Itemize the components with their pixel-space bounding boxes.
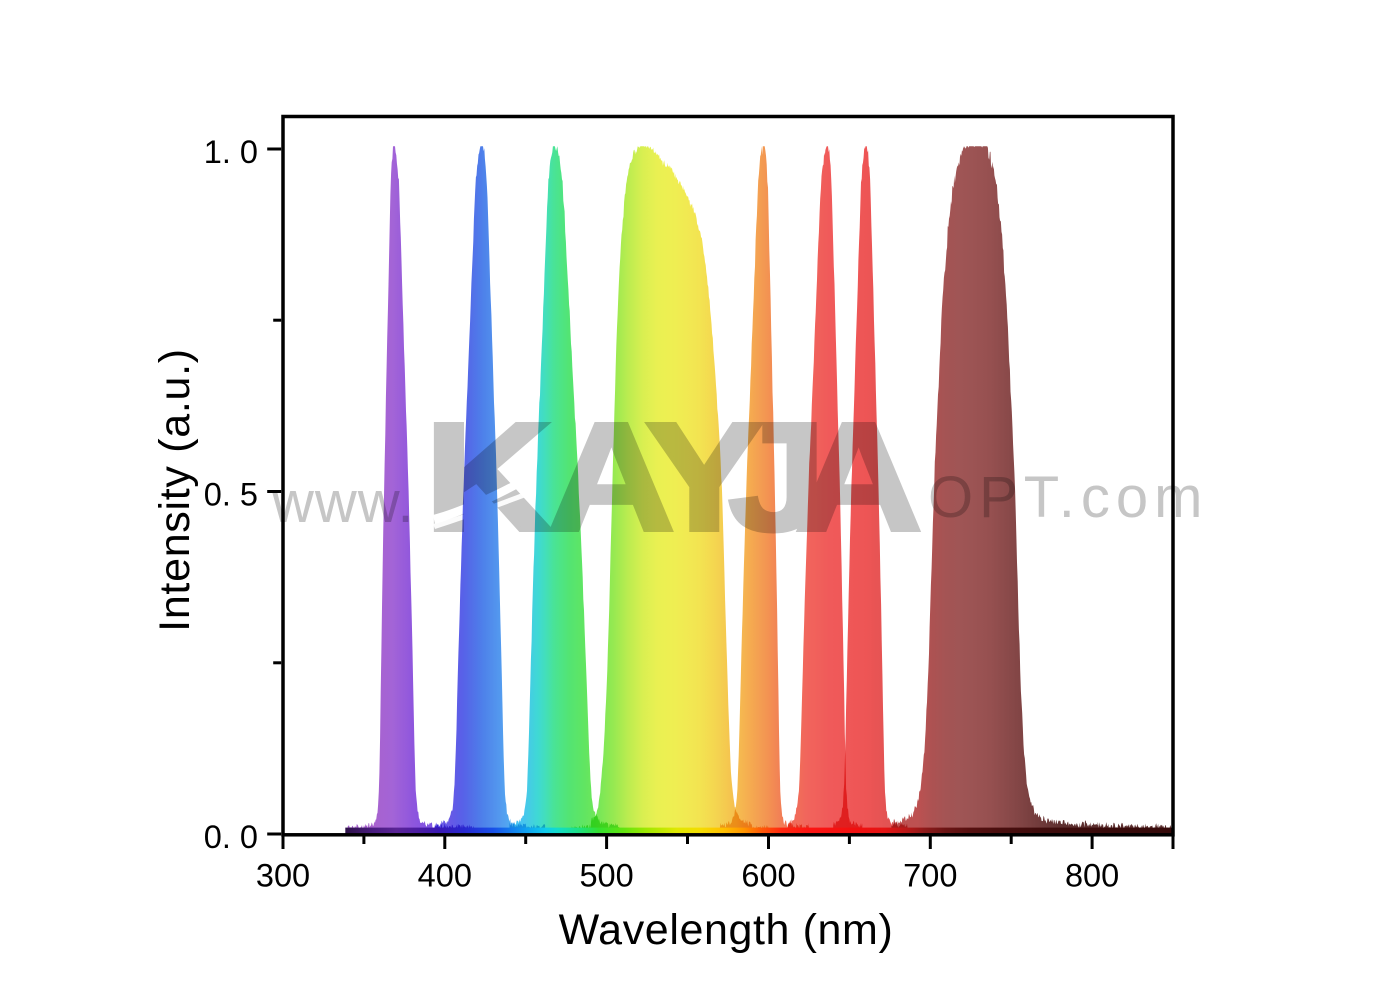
svg-text:www.: www. bbox=[271, 470, 415, 535]
svg-text:Y: Y bbox=[645, 392, 763, 564]
svg-text:0. 5: 0. 5 bbox=[204, 477, 258, 513]
svg-text:600: 600 bbox=[741, 858, 795, 894]
svg-text:300: 300 bbox=[256, 858, 310, 894]
svg-text:Wavelength (nm): Wavelength (nm) bbox=[559, 906, 894, 954]
svg-text:800: 800 bbox=[1065, 858, 1119, 894]
svg-text:0. 0: 0. 0 bbox=[204, 819, 258, 855]
svg-text:Intensity (a.u.): Intensity (a.u.) bbox=[151, 348, 199, 632]
svg-text:700: 700 bbox=[903, 858, 957, 894]
svg-text:J: J bbox=[728, 392, 826, 564]
svg-text:A: A bbox=[795, 392, 923, 564]
svg-text:500: 500 bbox=[579, 858, 633, 894]
svg-text:400: 400 bbox=[418, 858, 472, 894]
svg-text:A: A bbox=[547, 392, 675, 564]
svg-text:1. 0: 1. 0 bbox=[204, 134, 258, 170]
svg-text:OPT.com: OPT.com bbox=[928, 465, 1209, 530]
